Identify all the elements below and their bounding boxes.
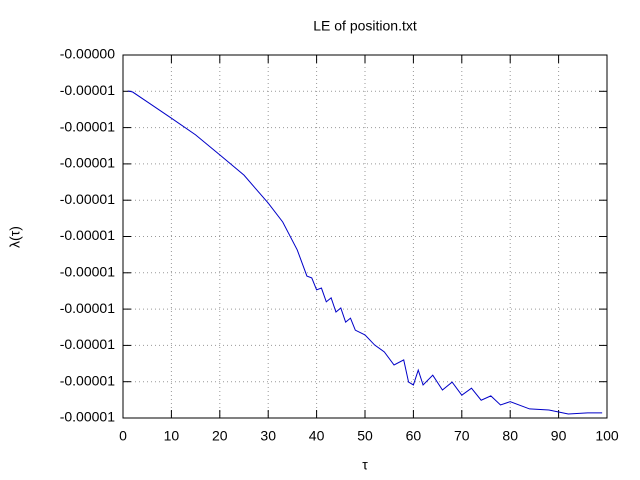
x-tick-label: 50 xyxy=(357,428,373,444)
x-tick-label: 80 xyxy=(502,428,518,444)
x-tick-label: 100 xyxy=(595,428,619,444)
y-tick-label: -0.00001 xyxy=(60,227,115,243)
line xyxy=(127,90,603,415)
y-tick-label: -0.00001 xyxy=(60,82,115,98)
x-tick-label: 0 xyxy=(119,428,127,444)
x-tick-label: 10 xyxy=(164,428,180,444)
plot-border xyxy=(122,54,608,419)
y-tick-label: -0.00000 xyxy=(60,46,115,62)
x-tick-label: 30 xyxy=(260,428,276,444)
x-tick-label: 70 xyxy=(454,428,470,444)
y-tick-label: -0.00001 xyxy=(60,191,115,207)
x-tick-label: 40 xyxy=(309,428,325,444)
x-tick-label: 20 xyxy=(212,428,228,444)
chart-title: LE of position.txt xyxy=(313,18,417,34)
x-axis-label: τ xyxy=(362,457,368,473)
y-axis-label: λ(τ) xyxy=(7,226,23,248)
x-tick-label: 60 xyxy=(406,428,422,444)
y-tick-label: -0.00001 xyxy=(60,372,115,388)
y-tick-label: -0.00001 xyxy=(60,118,115,134)
y-tick-label: -0.00001 xyxy=(60,300,115,316)
y-tick-label: -0.00001 xyxy=(60,336,115,352)
x-tick-label: 90 xyxy=(551,428,567,444)
y-tick-label: -0.00001 xyxy=(60,264,115,280)
y-tick-label: -0.00001 xyxy=(60,409,115,425)
y-tick-label: -0.00001 xyxy=(60,155,115,171)
